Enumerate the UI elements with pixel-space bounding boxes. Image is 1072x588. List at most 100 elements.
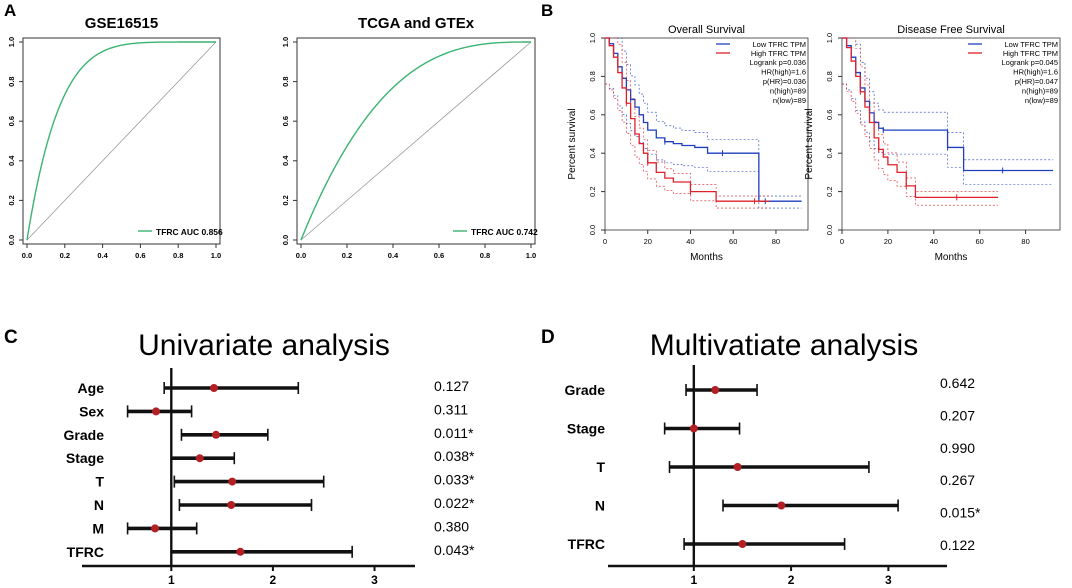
x-tick-label: 0.0 bbox=[296, 251, 306, 260]
diagonal-reference-line bbox=[26, 41, 217, 241]
p-value-label: 0.267 bbox=[940, 472, 975, 488]
y-tick-label: 0.0 bbox=[825, 225, 834, 235]
row-label: Sex bbox=[79, 403, 104, 419]
chart-title: Overall Survival bbox=[668, 24, 745, 36]
diagonal-reference-line bbox=[300, 41, 532, 241]
x-tick-label: 40 bbox=[930, 237, 938, 246]
x-tick-label: 20 bbox=[884, 237, 892, 246]
y-tick-label: 0.8 bbox=[7, 76, 16, 86]
x-tick-label: 0.4 bbox=[388, 251, 399, 260]
hazard-ratio-point bbox=[227, 501, 236, 509]
hazard-ratio-point bbox=[212, 430, 220, 439]
panel-label-d: D bbox=[541, 327, 555, 348]
row-label: TFRC bbox=[568, 536, 605, 552]
row-label: TFRC bbox=[67, 544, 104, 560]
forest-plot-univariate: Univariate analysis 1 2 3 Age 0.127 Sex 0.311 Gr… bbox=[64, 329, 476, 587]
legend-label: High TFRC TPM bbox=[1003, 49, 1058, 58]
stat-label: n(low)=89 bbox=[773, 96, 806, 105]
y-tick-label: 0.2 bbox=[281, 195, 290, 205]
stat-label: Logrank p=0.045 bbox=[1001, 58, 1058, 67]
panel-label-c: C bbox=[4, 327, 18, 348]
km-ci-upper bbox=[842, 37, 1054, 161]
p-value-label: 0.022* bbox=[434, 495, 475, 511]
p-value-label: 0.642 bbox=[940, 375, 975, 391]
x-tick-label: 2 bbox=[270, 573, 277, 587]
chart-title: Disease Free Survival bbox=[897, 24, 1005, 36]
p-value-label: 0.311 bbox=[434, 401, 468, 417]
row-label: M bbox=[92, 520, 104, 536]
hazard-ratio-point bbox=[733, 463, 742, 471]
x-tick-label: 1.0 bbox=[526, 251, 536, 260]
y-tick-label: 0.2 bbox=[588, 186, 597, 196]
chart-title: GSE16515 bbox=[85, 15, 158, 32]
row-label: Grade bbox=[565, 382, 606, 398]
y-tick-label: 0.4 bbox=[281, 155, 290, 166]
y-tick-label: 0.4 bbox=[7, 155, 16, 166]
legend-label: TFRC AUC 0.742 bbox=[471, 227, 538, 237]
km-chart-overall-survival: Overall Survival Months Percent survival 0 2… bbox=[567, 24, 809, 263]
stat-label: Logrank p=0.036 bbox=[749, 58, 806, 67]
row-label: Grade bbox=[64, 427, 105, 443]
hazard-ratio-point bbox=[209, 384, 218, 392]
km-chart-disease-free-survival: Disease Free Survival Months Percent survi… bbox=[804, 24, 1061, 263]
row-label: N bbox=[595, 498, 605, 514]
stat-label: HR(high)=1.6 bbox=[1013, 68, 1058, 77]
panel-label-a: A bbox=[4, 1, 16, 20]
row-label: N bbox=[94, 497, 104, 513]
x-tick-label: 3 bbox=[885, 573, 892, 587]
x-tick-label: 3 bbox=[371, 573, 378, 587]
x-tick-label: 0.2 bbox=[342, 251, 352, 260]
x-tick-label: 1 bbox=[168, 573, 175, 587]
y-tick-label: 0.4 bbox=[588, 148, 597, 158]
km-curve bbox=[842, 37, 1054, 172]
hazard-ratio-point bbox=[236, 547, 245, 556]
row-label: Stage bbox=[567, 421, 605, 437]
y-tick-label: 0.8 bbox=[588, 71, 597, 81]
km-curve bbox=[605, 37, 770, 202]
legend-label: TFRC AUC 0.856 bbox=[156, 227, 223, 237]
p-value-label: 0.380 bbox=[434, 518, 469, 534]
x-tick-label: 0.0 bbox=[22, 251, 32, 260]
legend-label: Low TFRC TPM bbox=[1005, 40, 1058, 49]
x-tick-label: 0.6 bbox=[434, 251, 444, 260]
y-tick-label: 1.0 bbox=[588, 33, 597, 43]
plot-frame bbox=[296, 37, 536, 245]
x-axis-label: Months bbox=[690, 252, 723, 263]
y-tick-label: 0.0 bbox=[588, 225, 597, 235]
hazard-ratio-point bbox=[689, 424, 698, 433]
x-tick-label: 1.0 bbox=[211, 251, 221, 260]
y-axis-label: Percent survival bbox=[567, 108, 578, 179]
x-tick-label: 0.8 bbox=[173, 251, 183, 260]
x-tick-label: 0.6 bbox=[135, 251, 145, 260]
stat-label: n(high)=89 bbox=[1022, 87, 1058, 96]
stat-label: HR(high)=1.6 bbox=[761, 68, 806, 77]
roc-chart-tcga-gtex: TCGA and GTEx 0.0 0.2 0.4 0.6 0.8 1.0 0.0 0.2 0.4… bbox=[281, 15, 538, 260]
y-tick-label: 0.8 bbox=[825, 71, 834, 81]
y-tick-label: 1.0 bbox=[825, 33, 834, 43]
y-axis-label: Percent survival bbox=[804, 108, 815, 179]
x-tick-label: 40 bbox=[686, 237, 694, 246]
y-tick-label: 0.6 bbox=[588, 110, 597, 120]
p-value-label: 0.990 bbox=[940, 440, 975, 456]
chart-title: TCGA and GTEx bbox=[358, 15, 475, 32]
hazard-ratio-point bbox=[195, 454, 204, 463]
x-tick-label: 60 bbox=[976, 237, 984, 246]
p-value-label: 0.038* bbox=[434, 448, 475, 464]
stat-label: p(HR)=0.036 bbox=[763, 77, 806, 86]
plot-frame bbox=[841, 37, 1061, 231]
km-ci-upper bbox=[605, 37, 770, 197]
row-label: Stage bbox=[66, 450, 104, 466]
p-value-label: 0.033* bbox=[434, 472, 475, 488]
x-axis-label: Months bbox=[935, 252, 968, 263]
p-value-label: 0.011* bbox=[434, 425, 474, 441]
hazard-ratio-point bbox=[777, 501, 786, 510]
row-label: T bbox=[596, 459, 605, 475]
x-tick-label: 0.4 bbox=[97, 251, 108, 260]
roc-curve bbox=[300, 41, 531, 241]
roc-chart-gse16515: GSE16515 0.0 0.2 0.4 0.6 0.8 1.0 0.0 0.2 0.4 0.6 0.… bbox=[7, 15, 223, 260]
km-curve bbox=[605, 37, 802, 202]
hazard-ratio-point bbox=[152, 407, 161, 416]
hazard-ratio-point bbox=[228, 477, 237, 486]
panel-label-b: B bbox=[541, 1, 553, 20]
